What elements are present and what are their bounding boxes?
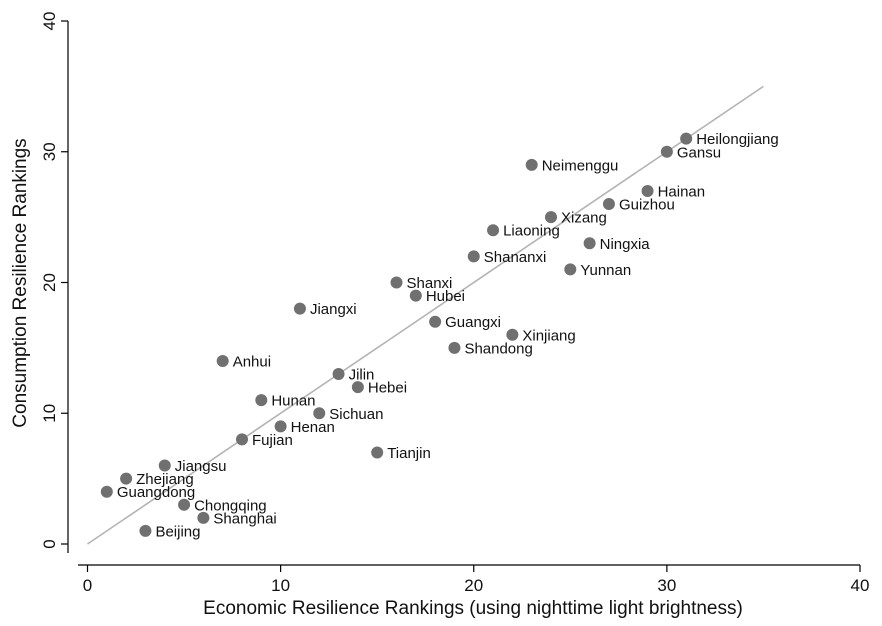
point-label: Ningxia bbox=[600, 236, 651, 253]
data-point bbox=[545, 211, 557, 224]
data-point bbox=[274, 420, 287, 433]
point-label: Guangdong bbox=[117, 484, 195, 501]
data-point bbox=[680, 132, 693, 145]
point-label: Hubei bbox=[426, 288, 465, 305]
data-point bbox=[371, 446, 384, 459]
data-point bbox=[467, 250, 480, 263]
point-label: Shandong bbox=[464, 340, 532, 357]
data-point bbox=[448, 341, 461, 354]
point-label: Guangxi bbox=[445, 314, 501, 331]
point-label: Hunan bbox=[271, 393, 315, 410]
data-point bbox=[487, 224, 500, 237]
point-label: Anhui bbox=[233, 353, 271, 370]
data-point bbox=[641, 184, 654, 197]
data-point bbox=[602, 198, 615, 211]
data-point bbox=[506, 328, 519, 341]
point-label: Jiangsu bbox=[175, 458, 227, 475]
data-point bbox=[390, 276, 403, 289]
x-tick-label: 10 bbox=[271, 576, 290, 595]
data-point bbox=[178, 498, 191, 511]
data-point bbox=[100, 485, 113, 498]
point-label: Tianjin bbox=[387, 445, 431, 462]
x-tick-label: 0 bbox=[83, 576, 92, 595]
point-label: Chongqing bbox=[194, 497, 267, 514]
data-point bbox=[409, 289, 422, 302]
x-tick-label: 40 bbox=[851, 576, 870, 595]
point-label: Xizang bbox=[561, 210, 607, 227]
y-tick-label: 20 bbox=[40, 273, 59, 292]
y-tick-label: 10 bbox=[40, 404, 59, 423]
point-label: Shananxi bbox=[484, 249, 547, 266]
data-point bbox=[139, 524, 152, 537]
data-point bbox=[120, 472, 133, 485]
point-label: Gansu bbox=[677, 144, 721, 161]
x-tick-label: 30 bbox=[657, 576, 676, 595]
data-point bbox=[236, 433, 248, 446]
y-tick-label: 30 bbox=[40, 142, 59, 161]
data-point bbox=[197, 511, 210, 524]
point-label: Hainan bbox=[658, 183, 706, 200]
fit-line bbox=[87, 85, 764, 545]
point-label: Henan bbox=[291, 419, 335, 436]
data-point bbox=[313, 407, 326, 420]
data-point bbox=[351, 381, 364, 394]
data-point bbox=[564, 263, 577, 276]
point-label: Jiangxi bbox=[310, 301, 357, 318]
data-point bbox=[158, 459, 171, 472]
point-label: Guizhou bbox=[619, 197, 675, 214]
point-label: Jilin bbox=[349, 367, 375, 384]
axes-layer: 0 10 20 30 40 0 10 20 30 40 bbox=[40, 12, 869, 595]
y-tick-label: 0 bbox=[40, 539, 59, 548]
data-point bbox=[216, 354, 229, 367]
data-point bbox=[293, 302, 306, 315]
point-label: Xinjiang bbox=[522, 327, 575, 344]
point-label: Beijing bbox=[155, 523, 200, 540]
x-tick-label: 20 bbox=[464, 576, 483, 595]
point-label: Yunnan bbox=[580, 262, 631, 279]
data-point bbox=[583, 237, 596, 250]
point-label: Neimenggu bbox=[542, 157, 619, 174]
data-point bbox=[255, 394, 268, 407]
point-label: Fujian bbox=[252, 432, 293, 449]
point-label: Liaoning bbox=[503, 223, 560, 240]
y-tick-label: 40 bbox=[40, 12, 59, 31]
point-label: Zhejiang bbox=[136, 471, 194, 488]
point-label: Shanxi bbox=[407, 275, 453, 292]
point-label: Heilongjiang bbox=[696, 131, 779, 148]
y-axis-title: Consumption Resilience Rankings bbox=[10, 138, 31, 427]
data-point bbox=[429, 315, 442, 328]
point-label: Sichuan bbox=[329, 406, 383, 423]
data-point bbox=[525, 158, 538, 171]
fit-line-layer bbox=[87, 85, 764, 545]
point-label: Hebei bbox=[368, 380, 407, 397]
point-label: Shanghai bbox=[213, 510, 276, 527]
data-point bbox=[660, 145, 673, 158]
data-point bbox=[332, 368, 345, 381]
x-axis-title: Economic Resilience Rankings (using nigh… bbox=[203, 598, 743, 619]
